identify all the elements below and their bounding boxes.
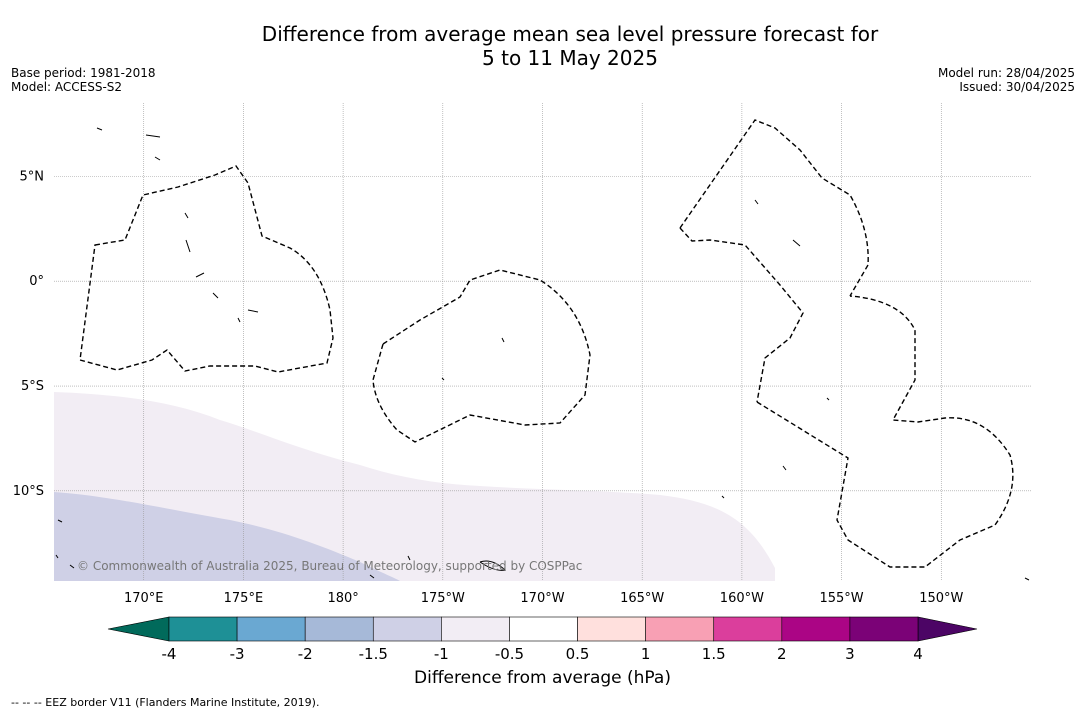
issued-date: Issued: 30/04/2025 [959,80,1075,94]
colorbar-segment [372,616,442,642]
eez-border-east-north [679,119,869,297]
lon-tick-label: 170°E [124,591,164,606]
lon-tick-label: 150°W [919,591,963,606]
lat-tick-label: 0° [29,274,44,289]
island [154,156,1030,581]
colorbar-segment [509,616,578,642]
colorbar-tick-label: 1.5 [702,645,726,663]
eez-border-east-inner [679,227,804,403]
colorbar-tick-label: -0.5 [495,645,524,663]
eez-border-central [372,269,591,443]
model-run: Model run: 28/04/2025 [937,66,1075,80]
colorbar-low-extend [107,616,170,642]
colorbar-segment [577,616,646,642]
base-period: Base period: 1981-2018 [11,66,156,80]
colorbar-segment [713,616,783,642]
colorbar-tick-label: 0.5 [566,645,590,663]
colorbar-segment [849,616,919,642]
pressure-anomaly-field [54,392,775,581]
colorbar-tick-label: -2 [298,645,313,663]
colorbar-label: Difference from average (hPa) [414,668,671,688]
colorbar-tick-label: 3 [845,645,855,663]
colorbar-tick-label: -3 [230,645,245,663]
lat-tick-label: 5°S [21,379,44,394]
colorbar: -4 -3 -2 -1.5 -1 -0.5 0.5 1 1.5 2 3 4 [107,616,978,663]
islands [55,127,1030,581]
lon-tick-label: 160°W [720,591,764,606]
colorbar-tick-label: 2 [777,645,787,663]
colorbar-segment [168,616,238,642]
page-title: Difference from average mean sea level p… [0,22,1085,70]
footnote: -- -- -- EEZ border V11 (Flanders Marine… [11,696,320,709]
lon-tick-label: 180° [327,591,358,606]
model-name: Model: ACCESS-S2 [11,80,123,94]
eez-border-east-south [756,295,1014,568]
colorbar-tick-label: 4 [913,645,923,663]
anomaly-region-neg-1 [54,492,400,581]
axis-tick-labels: 170°E 175°E 180° 175°W 170°W 165°W 160°W 155°W 1… [13,169,964,606]
colorbar-tick-label: -1.5 [359,645,388,663]
lon-tick-label: 175°W [421,591,465,606]
lat-tick-label: 5°N [20,169,45,184]
colorbar-segment [441,616,510,642]
title-line-2: 5 to 11 May 2025 [482,46,658,70]
eez-border-west [79,165,334,373]
copyright-notice: © Commonwealth of Australia 2025, Bureau… [77,559,582,573]
lon-tick-label: 175°E [224,591,264,606]
colorbar-tick-label: -1 [434,645,449,663]
lat-tick-label: 10°S [13,484,44,499]
colorbar-segment [236,616,306,642]
title-line-1: Difference from average mean sea level p… [261,22,879,46]
metadata-right: Model run: 28/04/2025 Issued: 30/04/2025 [938,66,1075,94]
colorbar-tick-label: -4 [162,645,177,663]
lon-tick-label: 165°W [620,591,664,606]
island [55,127,801,571]
colorbar-tick-label: 1 [641,645,651,663]
colorbar-segment [304,616,374,642]
colorbar-high-extend [917,616,978,642]
colorbar-segment [645,616,715,642]
metadata-left: Base period: 1981-2018 Model: ACCESS-S2 [11,66,156,94]
eez-borders [79,119,1014,568]
lon-tick-label: 170°W [520,591,564,606]
colorbar-segment [781,616,851,642]
lon-tick-label: 155°W [819,591,863,606]
